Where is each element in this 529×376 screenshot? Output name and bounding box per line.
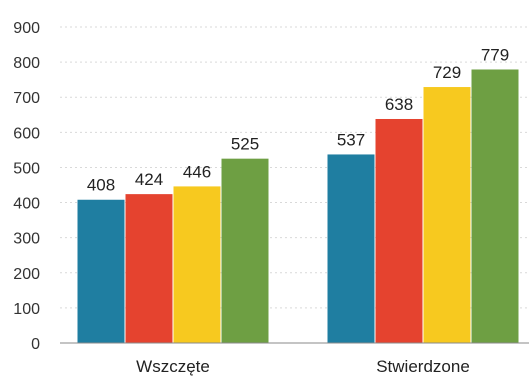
data-label: 446 (183, 162, 211, 181)
y-tick-label: 700 (13, 90, 40, 107)
data-label: 779 (481, 45, 509, 64)
bar (77, 199, 125, 343)
x-axis-categories: Wszczęte Stwierdzone (136, 357, 470, 376)
bar (471, 69, 519, 344)
y-tick-label: 0 (31, 336, 40, 353)
data-label: 408 (87, 176, 115, 195)
bar (327, 154, 375, 343)
y-tick-label: 500 (13, 160, 40, 177)
y-tick-label: 300 (13, 231, 40, 248)
x-category-label: Wszczęte (136, 357, 210, 376)
y-tick-label: 600 (13, 125, 40, 142)
bar (173, 186, 221, 343)
bars (77, 69, 519, 344)
data-label: 525 (231, 135, 259, 154)
x-category-label: Stwierdzone (376, 357, 470, 376)
y-tick-label: 800 (13, 55, 40, 72)
y-tick-label: 200 (13, 266, 40, 283)
y-tick-label: 900 (13, 20, 40, 37)
data-label: 729 (433, 63, 461, 82)
data-label: 424 (135, 170, 163, 189)
data-label: 638 (385, 95, 413, 114)
bar (375, 118, 423, 343)
y-tick-label: 400 (13, 196, 40, 213)
y-tick-label: 100 (13, 301, 40, 318)
bar (423, 87, 471, 343)
data-label: 537 (337, 130, 365, 149)
data-labels: 408 424 446 525 537 638 729 779 (87, 45, 509, 194)
y-axis-ticks: 0 100 200 300 400 500 600 700 800 900 (13, 20, 40, 353)
bar (221, 158, 269, 343)
bar (125, 194, 173, 343)
